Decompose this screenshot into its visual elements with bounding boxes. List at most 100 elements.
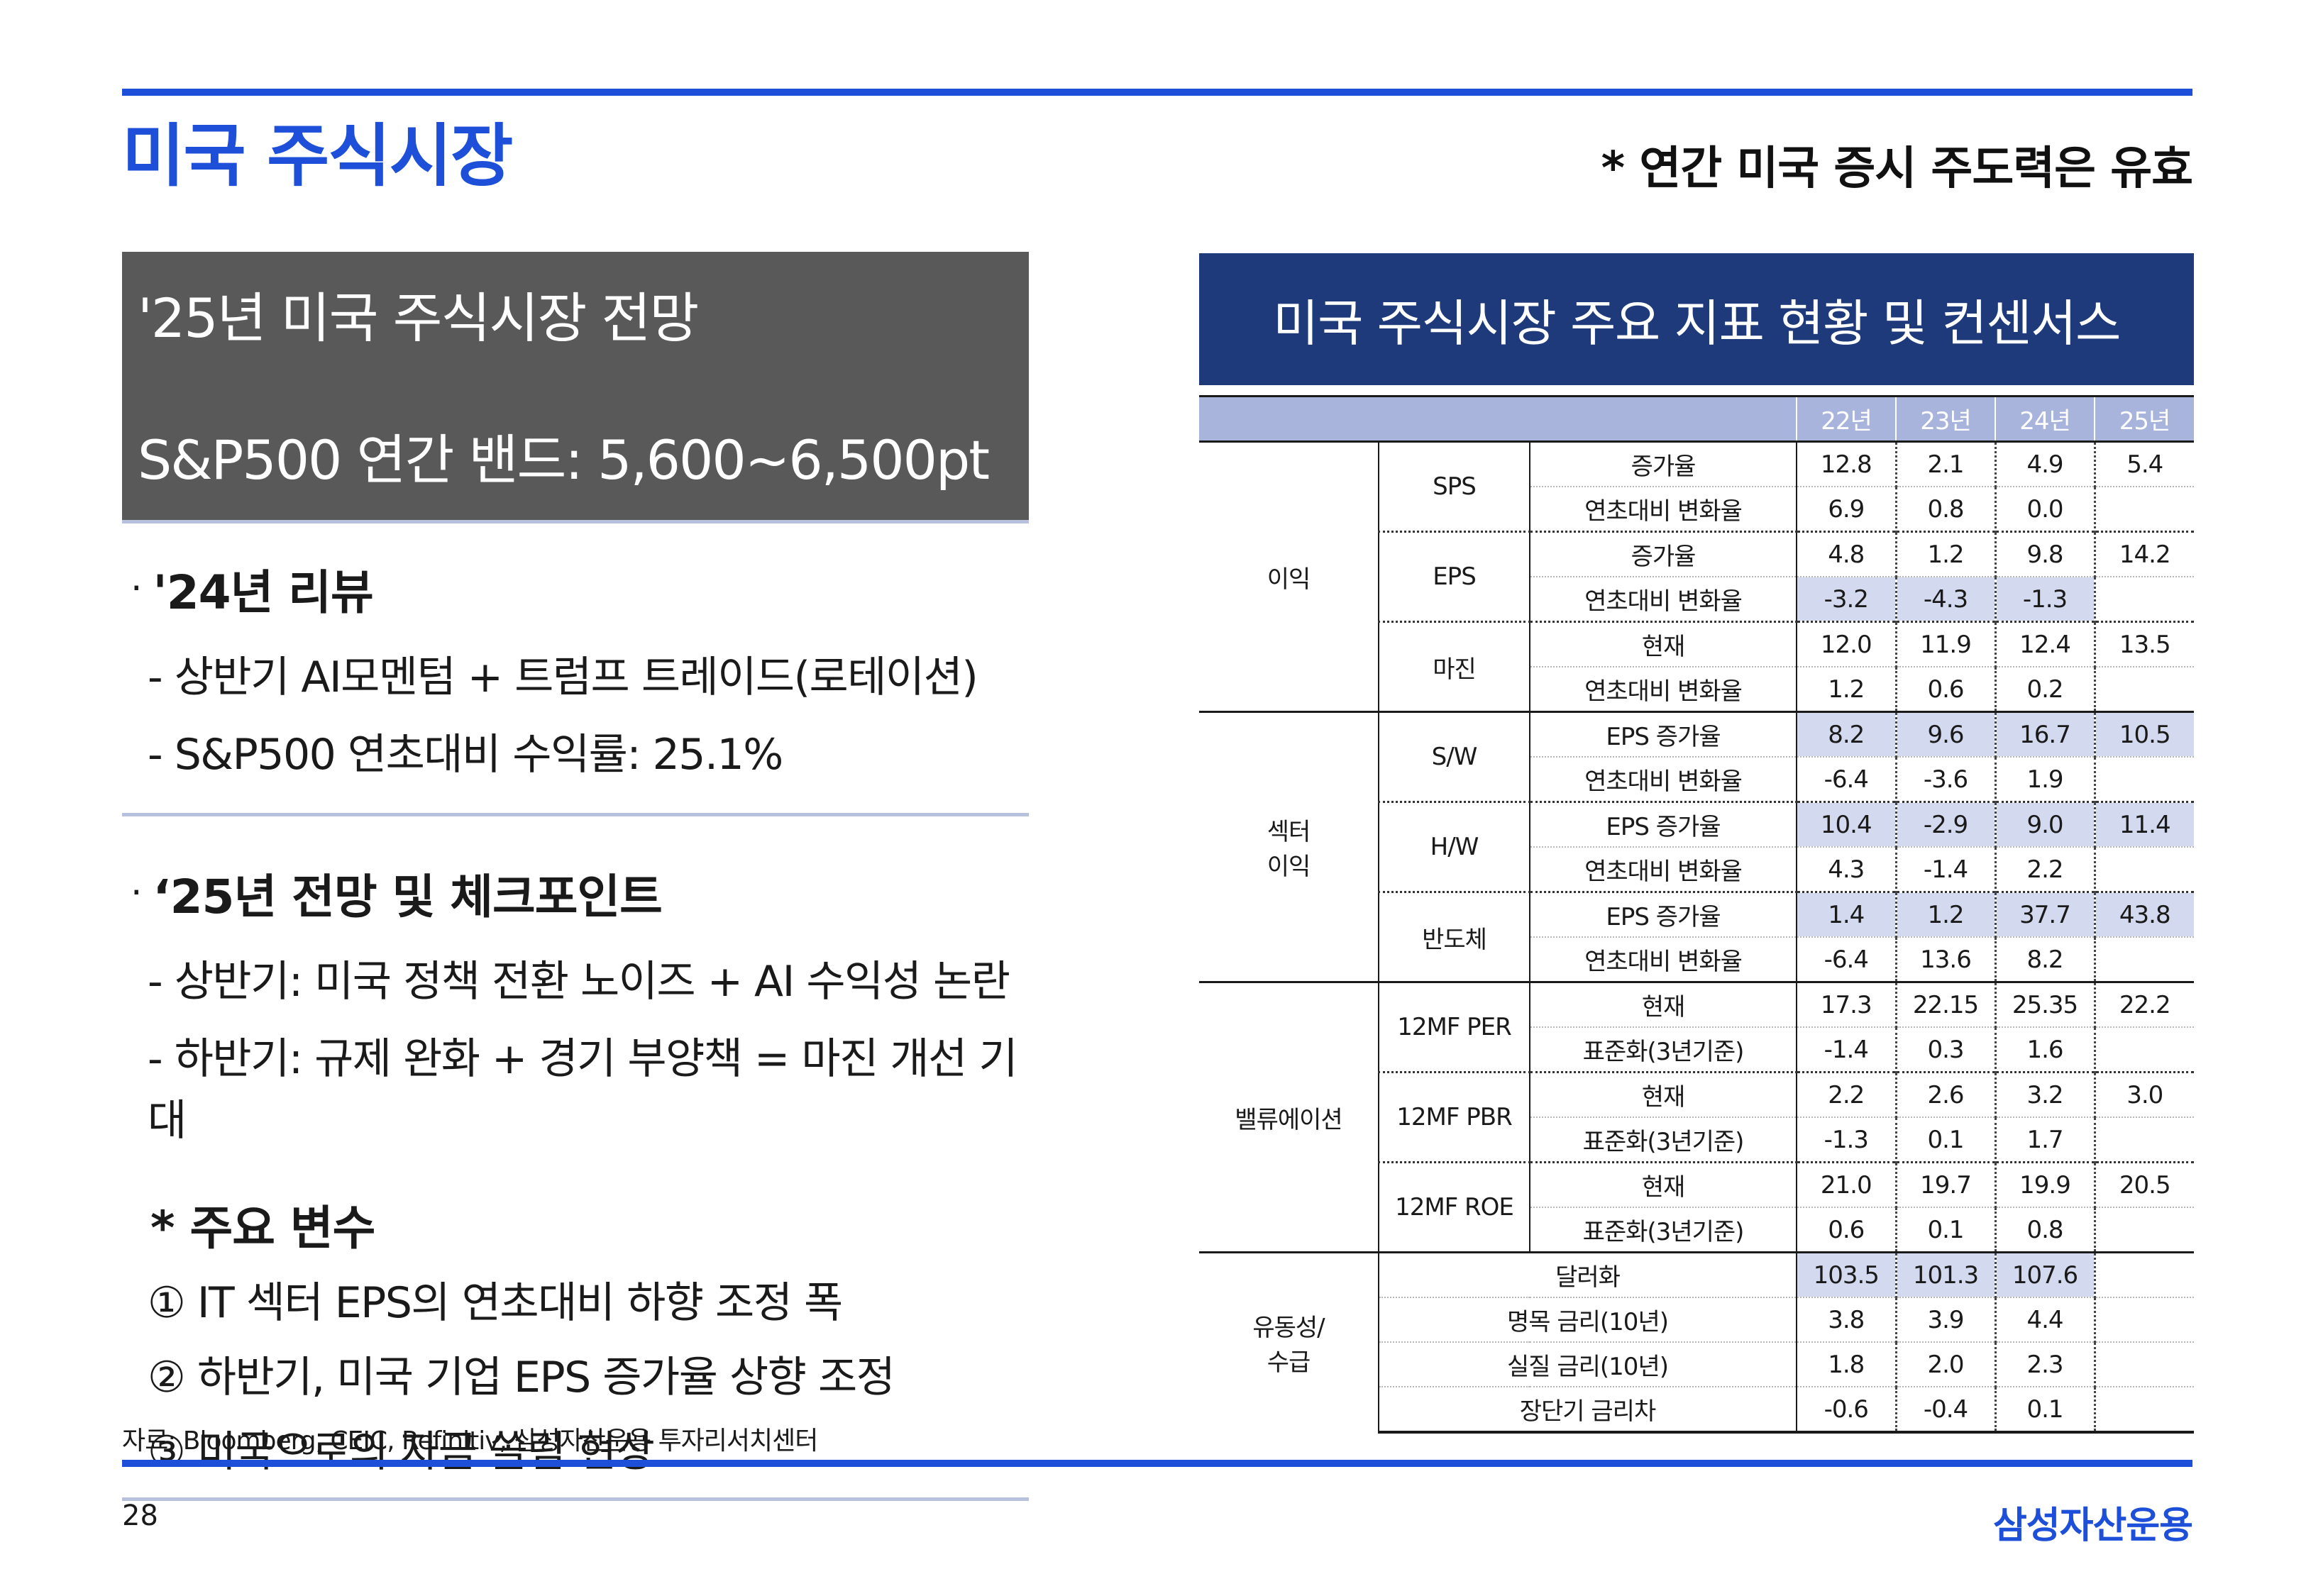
value-cell: 9.8 bbox=[1995, 531, 2096, 577]
value-cell: 0.6 bbox=[1896, 667, 1997, 712]
value-cell: 8.2 bbox=[1995, 937, 2096, 982]
category-cell: 밸류에이션 bbox=[1199, 981, 1379, 1253]
table-header-row: 22년 23년 24년 25년 bbox=[1199, 395, 2194, 443]
value-cell: 3.0 bbox=[2095, 1071, 2194, 1118]
table-row: H/W EPS 증가율 10.4 -2.9 9.0 11.4 bbox=[1199, 801, 2194, 892]
value-cell: 3.2 bbox=[1995, 1071, 2096, 1118]
value-cell: 8.2 bbox=[1797, 711, 1897, 758]
metric-cell: EPS 증가율 bbox=[1530, 891, 1797, 938]
value-cell: 11.4 bbox=[2095, 801, 2194, 848]
metric-cell: 명목 금리(10년) bbox=[1379, 1297, 1797, 1343]
value-cell: -1.3 bbox=[1797, 1117, 1897, 1163]
metric-cell: 연초대비 변화율 bbox=[1530, 667, 1797, 712]
value-cell bbox=[2095, 1117, 2194, 1163]
value-cell: 0.0 bbox=[1995, 487, 2096, 532]
value-cell: 1.7 bbox=[1995, 1117, 2096, 1163]
table-row: 12MF PBR 현재 2.2 2.6 3.2 3.0 bbox=[1199, 1071, 2194, 1163]
brand-logo: 삼성자산운용 bbox=[1992, 1504, 2193, 1547]
subcategory-cell: SPS bbox=[1379, 441, 1530, 532]
table-row: 마진 현재 12.0 11.9 12.4 13.5 bbox=[1199, 621, 2194, 712]
value-cell: 1.2 bbox=[1896, 531, 1997, 577]
year-header: 23년 bbox=[1895, 395, 1995, 443]
value-cell: 3.8 bbox=[1797, 1297, 1897, 1343]
metric-cell: 연초대비 변화율 bbox=[1530, 487, 1797, 532]
table-row: 연초대비 변화율 6.9 0.8 0.0 bbox=[1199, 487, 2194, 532]
checkpoint-line: - 하반기: 규제 완화 + 경기 부양책 = 마진 개선 기대 bbox=[148, 1034, 1018, 1146]
checkpoint-heading-text: ‘25년 전망 및 체크포인트 bbox=[153, 870, 663, 924]
table-row: 표준화(3년기준) -1.3 0.1 1.7 bbox=[1199, 1117, 2194, 1163]
table-body: 이익 SPS 증가율 12.8 2.1 4.9 5.4 연초대비 변화율 6.9 0.8 0.0 EP… bbox=[1199, 441, 2194, 1434]
value-cell: 1.2 bbox=[1797, 667, 1897, 712]
table-row: 12MF ROE 현재 21.0 19.7 19.9 20.5 bbox=[1199, 1161, 2194, 1253]
value-cell bbox=[2095, 937, 2194, 982]
table-row: 실질 금리(10년) 1.8 2.0 2.3 bbox=[1199, 1342, 2194, 1387]
value-cell: 0.1 bbox=[1896, 1117, 1997, 1163]
value-cell: -3.2 bbox=[1797, 577, 1897, 622]
value-cell: 17.3 bbox=[1797, 981, 1897, 1028]
value-cell: 0.8 bbox=[1896, 487, 1997, 532]
value-cell: 103.5 bbox=[1797, 1251, 1897, 1298]
value-cell: 13.6 bbox=[1896, 937, 1997, 982]
value-cell: 10.4 bbox=[1797, 801, 1897, 848]
value-cell: 4.8 bbox=[1797, 531, 1897, 577]
table-title: 미국 주식시장 주요 지표 현황 및 컨센서스 bbox=[1199, 253, 2194, 385]
variables-heading: * 주요 변수 bbox=[150, 1201, 375, 1256]
metric-cell: 현재 bbox=[1530, 621, 1797, 667]
value-cell: 2.1 bbox=[1896, 441, 1997, 487]
outlook-box: '25년 미국 주식시장 전망 S&P500 연간 밴드: 5,600~6,50… bbox=[122, 252, 1029, 523]
variable-line: ② 하반기, 미국 기업 EPS 증가율 상향 조정 bbox=[148, 1353, 895, 1402]
value-cell: 0.3 bbox=[1896, 1027, 1997, 1073]
value-cell: 43.8 bbox=[2095, 891, 2194, 938]
table-row: 연초대비 변화율 -6.4 -3.6 1.9 bbox=[1199, 757, 2194, 802]
value-cell bbox=[2095, 667, 2194, 712]
category-cell: 이익 bbox=[1199, 441, 1379, 712]
value-cell: 1.4 bbox=[1797, 891, 1897, 938]
metric-cell: 실질 금리(10년) bbox=[1379, 1342, 1797, 1387]
table-row: 표준화(3년기준) 0.6 0.1 0.8 bbox=[1199, 1207, 2194, 1253]
metric-cell: 현재 bbox=[1530, 981, 1797, 1028]
value-cell: -3.6 bbox=[1896, 757, 1997, 802]
metric-cell: 증가율 bbox=[1530, 531, 1797, 577]
value-cell: 14.2 bbox=[2095, 531, 2194, 577]
value-cell: 10.5 bbox=[2095, 711, 2194, 758]
variables-section: * 주요 변수 ① IT 섹터 EPS의 연초대비 하향 조정 폭 ② 하반기,… bbox=[122, 1148, 1029, 1479]
value-cell: 16.7 bbox=[1995, 711, 2096, 758]
value-cell: 5.4 bbox=[2095, 441, 2194, 487]
value-cell: 2.3 bbox=[1995, 1342, 2096, 1387]
value-cell: 19.7 bbox=[1896, 1161, 1997, 1208]
top-rule bbox=[122, 89, 2192, 96]
subcategory-cell: 12MF PER bbox=[1379, 981, 1530, 1073]
value-cell: 2.2 bbox=[1995, 847, 2096, 892]
header-blank bbox=[1199, 395, 1379, 443]
value-cell: 2.0 bbox=[1896, 1342, 1997, 1387]
value-cell: 1.9 bbox=[1995, 757, 2096, 802]
year-header: 22년 bbox=[1796, 395, 1896, 443]
value-cell: 9.6 bbox=[1896, 711, 1997, 758]
value-cell: -1.4 bbox=[1797, 1027, 1897, 1073]
header-blank bbox=[1530, 395, 1797, 443]
outlook-band: S&P500 연간 밴드: 5,600~6,500pt bbox=[138, 428, 990, 492]
value-cell: -1.4 bbox=[1896, 847, 1997, 892]
value-cell: 1.8 bbox=[1797, 1342, 1897, 1387]
table-row: 연초대비 변화율 1.2 0.6 0.2 bbox=[1199, 667, 2194, 712]
metric-cell: 현재 bbox=[1530, 1161, 1797, 1208]
subcategory-cell: EPS bbox=[1379, 531, 1530, 622]
metric-cell: 연초대비 변화율 bbox=[1530, 577, 1797, 622]
value-cell bbox=[2095, 1387, 2194, 1434]
value-cell: -4.3 bbox=[1896, 577, 1997, 622]
value-cell: -0.6 bbox=[1797, 1387, 1897, 1434]
value-cell: -1.3 bbox=[1995, 577, 2096, 622]
metric-cell: 표준화(3년기준) bbox=[1530, 1117, 1797, 1163]
value-cell: 22.2 bbox=[2095, 981, 2194, 1028]
value-cell: -6.4 bbox=[1797, 937, 1897, 982]
checkpoint-section: · ‘25년 전망 및 체크포인트 - 상반기: 미국 정책 전환 노이즈 + … bbox=[122, 816, 1029, 1148]
value-cell: 107.6 bbox=[1995, 1251, 2096, 1298]
value-cell: 4.3 bbox=[1797, 847, 1897, 892]
value-cell: -6.4 bbox=[1797, 757, 1897, 802]
value-cell bbox=[2095, 757, 2194, 802]
bottom-rule bbox=[122, 1460, 2192, 1467]
value-cell: 22.15 bbox=[1896, 981, 1997, 1028]
subcategory-cell: 마진 bbox=[1379, 621, 1530, 712]
value-cell: -0.4 bbox=[1896, 1387, 1997, 1434]
header-blank bbox=[1379, 395, 1530, 443]
